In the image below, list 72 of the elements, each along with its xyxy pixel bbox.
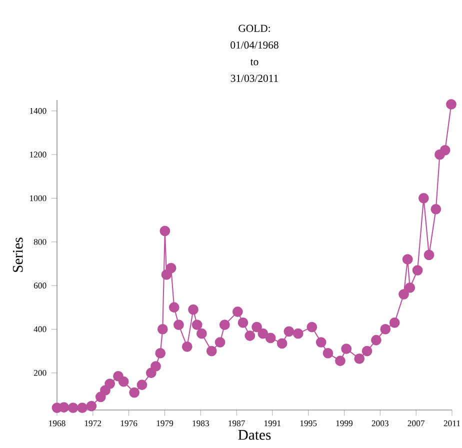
y-tick-label: 1200	[30, 152, 46, 158]
point	[155, 348, 166, 358]
x-tick-label: 1991	[264, 420, 281, 426]
point	[86, 400, 97, 412]
point	[232, 306, 243, 317]
point	[238, 317, 248, 328]
x-tick-label: 2007	[408, 420, 425, 426]
x-tick-label: 1983	[192, 420, 209, 426]
point	[418, 193, 429, 204]
y-tick-label: 1000	[30, 195, 46, 202]
point	[335, 356, 346, 366]
point	[292, 328, 304, 339]
y-tick-label: 600	[34, 282, 46, 288]
point	[354, 353, 365, 364]
point	[389, 317, 400, 328]
point	[188, 304, 198, 315]
point	[265, 332, 276, 344]
point	[157, 324, 168, 334]
point	[129, 387, 140, 398]
point	[136, 380, 148, 390]
y-tick-label: 800	[34, 238, 46, 245]
point	[412, 265, 423, 276]
y-tick-label: 400	[34, 326, 46, 332]
point	[440, 144, 450, 156]
point	[402, 254, 413, 265]
point	[322, 348, 334, 358]
point	[104, 378, 116, 389]
point	[206, 346, 217, 356]
y-tick-label: 1400	[30, 108, 46, 114]
x-tick-label: 2003	[372, 420, 388, 426]
point	[174, 320, 184, 330]
x-tick-label: 1987	[228, 420, 245, 426]
point	[150, 361, 161, 372]
point	[316, 337, 326, 348]
point	[252, 322, 262, 332]
x-tick-label: 1968	[49, 420, 66, 426]
point	[398, 289, 409, 300]
point	[77, 402, 88, 414]
point	[192, 320, 202, 330]
point	[160, 226, 170, 236]
point	[404, 282, 416, 293]
point	[276, 338, 288, 349]
x-tick-label: 1976	[120, 420, 138, 426]
point	[258, 328, 268, 339]
point	[362, 346, 372, 356]
point	[166, 262, 176, 274]
x-tick-label: 2011	[444, 420, 460, 426]
y-tick-label: 200	[34, 370, 46, 376]
point	[58, 402, 70, 413]
point	[284, 326, 294, 337]
x-tick-label: 1999	[336, 420, 353, 426]
point	[168, 302, 180, 313]
point	[430, 204, 442, 214]
point	[214, 337, 226, 348]
point	[446, 99, 456, 110]
point	[341, 344, 352, 354]
point	[118, 376, 129, 387]
chart-title: GOLD: 01/04/1968 to 31/03/2011	[230, 24, 278, 82]
x-tick-label: 1972	[84, 420, 102, 426]
point	[424, 250, 434, 260]
point	[306, 322, 318, 332]
point	[219, 320, 230, 330]
point	[182, 341, 192, 352]
point	[244, 330, 256, 341]
x-axis-title: Dates	[238, 430, 271, 440]
point	[380, 324, 391, 334]
y-axis-title: Series	[12, 238, 23, 272]
point	[68, 402, 78, 414]
x-tick-label: 1979	[156, 420, 174, 426]
point	[371, 334, 382, 346]
point	[196, 328, 207, 339]
x-tick-label: 1995	[300, 420, 317, 426]
